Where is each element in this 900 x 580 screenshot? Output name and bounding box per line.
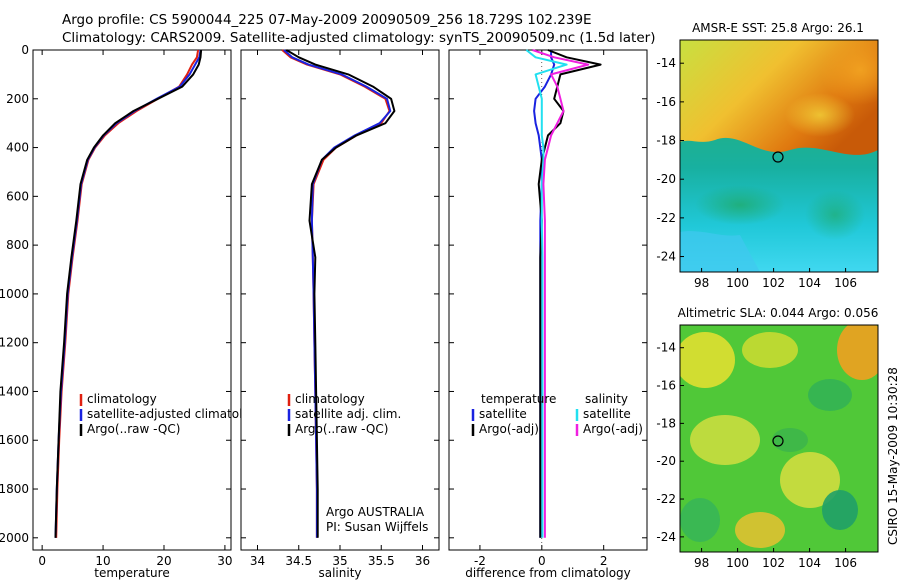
x-tick-label: 30 <box>217 554 232 568</box>
map-y-tick-label: -22 <box>656 211 676 225</box>
map-y-tick-label: -24 <box>656 250 676 264</box>
map-x-tick-label: 98 <box>694 276 709 290</box>
legend-label: Argo(-adj) <box>583 422 643 436</box>
salinity-panel: 34 34.5 35 35.5 36 salinity climatologysatelli… <box>240 49 440 580</box>
y-tick-label: 1000 <box>0 287 29 301</box>
map-y-tick-label: -14 <box>656 341 676 355</box>
legend-column-heading: salinity <box>585 392 628 406</box>
map-x-tick-label: 106 <box>834 556 857 570</box>
y-tick-label: 1800 <box>0 482 29 496</box>
map-y-tick-label: -18 <box>656 134 676 148</box>
x-tick-label: 35 <box>332 554 347 568</box>
argo-country-label: Argo AUSTRALIA <box>326 505 425 519</box>
map-x-tick-label: 100 <box>726 276 749 290</box>
legend-label: Argo(..raw -QC) <box>295 422 388 436</box>
map-x-tick-label: 106 <box>834 276 857 290</box>
map-y-tick-label: -14 <box>656 56 676 70</box>
argo-pi-label: PI: Susan Wijffels <box>326 520 428 534</box>
sla-argo-location-marker <box>772 435 784 447</box>
sla-map-panel: Altimetric SLA: 0.044 Argo: 0.056 98 100 1… <box>656 306 879 570</box>
x-tick-label: 0 <box>538 554 546 568</box>
series-line-2 <box>54 49 203 538</box>
plot-frame <box>448 49 648 551</box>
map-x-tick-label: 98 <box>694 556 709 570</box>
y-tick-label: 1400 <box>0 384 29 398</box>
temperature-panel: 0 10 20 30 0 200 400 600 800 1000 1200 1400 1600 1800… <box>0 43 265 580</box>
y-tick-label: 1600 <box>0 433 29 447</box>
x-axis-label: difference from climatology <box>465 566 631 580</box>
series-line-2 <box>285 49 396 538</box>
y-tick-label: 200 <box>6 92 29 106</box>
x-tick-label: 35.5 <box>368 554 395 568</box>
y-tick-label: 600 <box>6 189 29 203</box>
sst-map-title: AMSR-E SST: 25.8 Argo: 26.1 <box>692 21 864 35</box>
legend-label: climatology <box>87 392 157 406</box>
sla-map-title: Altimetric SLA: 0.044 Argo: 0.056 <box>678 306 879 320</box>
legend-label: Argo(..raw -QC) <box>87 422 180 436</box>
sst-heatmap-image <box>680 40 878 272</box>
map-x-tick-label: 102 <box>762 276 785 290</box>
map-x-tick-label: 104 <box>798 556 821 570</box>
y-tick-label: 2000 <box>0 531 29 545</box>
x-tick-label: 34 <box>250 554 265 568</box>
side-timestamp: CSIRO 15-May-2009 10:30:28 <box>886 367 900 545</box>
legend-label: satellite <box>479 407 527 421</box>
map-y-tick-label: -20 <box>656 172 676 186</box>
map-y-tick-label: -24 <box>656 530 676 544</box>
map-y-tick-label: -20 <box>656 454 676 468</box>
map-y-tick-label: -16 <box>656 95 676 109</box>
figure-title-line-2: Climatology: CARS2009. Satellite-adjuste… <box>62 30 656 46</box>
series-line-3 <box>532 49 590 538</box>
sst-argo-location-marker <box>772 151 784 163</box>
figure-title-line-1: Argo profile: CS 5900044_225 07-May-2009… <box>62 12 592 28</box>
y-tick-label: 0 <box>21 43 29 57</box>
map-x-tick-label: 102 <box>762 556 785 570</box>
legend-column-heading: temperature <box>481 392 556 406</box>
sla-heatmap-image <box>680 325 878 552</box>
legend-label: climatology <box>295 392 365 406</box>
x-tick-label: 20 <box>156 554 171 568</box>
x-tick-label: 2 <box>600 554 608 568</box>
x-tick-label: 0 <box>38 554 46 568</box>
x-tick-label: 36 <box>415 554 430 568</box>
legend-label: satellite <box>583 407 631 421</box>
plot-frame <box>240 49 440 551</box>
legend-label: satellite-adjusted climatology <box>87 407 265 421</box>
legend-label: satellite adj. clim. <box>295 407 401 421</box>
legend-label: Argo(-adj) <box>479 422 539 436</box>
x-tick-label: 10 <box>95 554 110 568</box>
map-y-tick-label: -22 <box>656 492 676 506</box>
series-line-2 <box>525 49 568 538</box>
map-y-tick-label: -18 <box>656 416 676 430</box>
legend: temperature salinitysatelliteArgo(-adj)sa… <box>471 392 643 436</box>
y-tick-label: 800 <box>6 238 29 252</box>
x-axis-label: temperature <box>94 566 169 580</box>
map-x-tick-label: 100 <box>726 556 749 570</box>
sst-map-panel: AMSR-E SST: 25.8 Argo: 26.1 98 100 102 104 1… <box>656 21 879 290</box>
map-x-tick-label: 104 <box>798 276 821 290</box>
y-tick-label: 400 <box>6 141 29 155</box>
y-tick-label: 1200 <box>0 336 29 350</box>
plot-frame <box>32 49 232 551</box>
map-y-tick-label: -16 <box>656 379 676 393</box>
x-tick-label: 34.5 <box>285 554 312 568</box>
x-axis-label: salinity <box>318 566 361 580</box>
x-tick-label: -2 <box>474 554 486 568</box>
